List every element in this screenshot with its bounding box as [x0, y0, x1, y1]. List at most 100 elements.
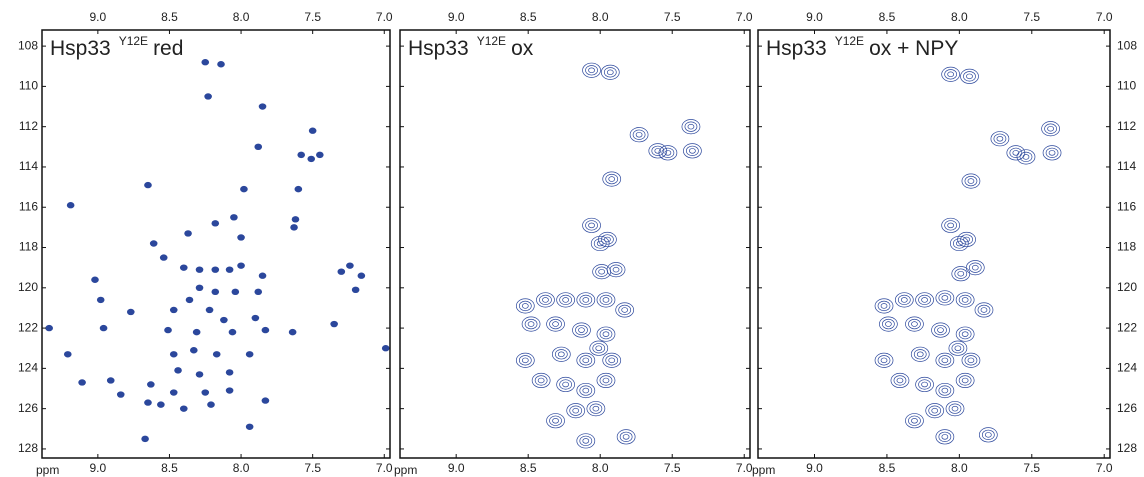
contour-ring — [918, 294, 931, 306]
peak — [951, 266, 971, 282]
peak — [598, 231, 617, 248]
contour-ring — [911, 417, 918, 424]
contour-ring — [622, 434, 630, 440]
contour-ring — [559, 294, 572, 306]
peak — [576, 382, 596, 399]
contour-ring — [521, 357, 529, 364]
peak — [576, 433, 596, 449]
contour-ring — [1009, 147, 1023, 159]
panel-title: Hsp33 Y12E ox — [408, 34, 534, 59]
contour-ring — [601, 234, 614, 245]
peak — [590, 235, 610, 252]
contour-ring — [947, 71, 955, 78]
contour-ring — [590, 235, 610, 252]
contour-ring — [931, 407, 939, 414]
contour-ring — [582, 297, 590, 303]
x-tick-label: 9.0 — [806, 10, 823, 24]
peak — [905, 413, 924, 429]
contour-ring — [945, 401, 965, 417]
contour-ring — [621, 307, 629, 313]
peak — [228, 328, 237, 336]
contour-ring — [938, 355, 952, 366]
peak — [251, 314, 260, 322]
peak — [351, 286, 360, 294]
peak — [681, 119, 701, 135]
contour-ring — [908, 415, 921, 426]
contour-ring — [596, 372, 616, 389]
peak — [941, 217, 961, 233]
x-tick-label: 7.0 — [1096, 461, 1113, 475]
contour-ring — [978, 427, 998, 443]
peak — [1006, 145, 1026, 161]
peak — [576, 292, 596, 308]
contour-ring — [559, 379, 572, 390]
peak — [157, 401, 165, 408]
peak — [205, 306, 214, 314]
peak — [586, 401, 606, 417]
peak — [955, 372, 975, 389]
contour-ring — [965, 260, 985, 276]
contour-ring — [579, 435, 593, 447]
peak — [935, 352, 955, 368]
contour-ring — [549, 415, 562, 426]
contour-ring — [964, 355, 978, 366]
contour-ring — [579, 294, 593, 306]
title-suffix: ox + NPY — [869, 37, 958, 60]
contour-ring — [521, 316, 541, 332]
contour-ring — [582, 357, 590, 364]
peak — [589, 340, 609, 356]
peak — [99, 324, 108, 332]
contour-ring — [654, 148, 662, 154]
y-tick-label: 126 — [1117, 401, 1137, 415]
peak — [874, 298, 894, 314]
peak — [144, 181, 152, 189]
peak — [217, 61, 225, 68]
contour-ring — [632, 129, 646, 140]
contour-ring — [515, 298, 535, 314]
peak — [147, 381, 155, 388]
peak — [955, 326, 975, 342]
contour-ring — [1048, 150, 1056, 156]
contour-ring — [974, 302, 994, 318]
contour-ring — [961, 297, 969, 303]
x-tick-label: 8.5 — [161, 461, 178, 475]
peak — [237, 262, 245, 269]
peak — [915, 292, 934, 308]
contour-ring — [609, 264, 623, 275]
contour-ring — [518, 300, 532, 312]
peak — [531, 372, 551, 389]
contour-ring — [586, 401, 606, 417]
contour-ring — [551, 346, 571, 362]
contour-ring — [957, 231, 976, 248]
x-tick-label: 9.0 — [806, 461, 823, 475]
contour-ring — [885, 321, 892, 327]
peak — [602, 352, 622, 368]
contour-ring — [562, 381, 569, 388]
peak — [658, 145, 678, 161]
peak — [957, 231, 976, 248]
contour-ring — [925, 403, 945, 419]
y-tick-label: 128 — [1117, 441, 1137, 455]
title-suffix: red — [153, 37, 183, 60]
contour-ring — [602, 377, 610, 384]
contour-ring — [683, 143, 702, 159]
contour-ring — [1047, 125, 1054, 132]
peak — [201, 59, 210, 66]
contour-ring — [882, 318, 895, 330]
contour-ring — [554, 349, 568, 360]
peak — [894, 292, 914, 308]
title-superscript: Y12E — [477, 34, 506, 48]
contour-ring — [1016, 149, 1036, 165]
peak — [192, 328, 201, 336]
peak — [204, 93, 212, 100]
contour-ring — [629, 127, 649, 143]
contour-ring — [957, 270, 965, 277]
x-tick-label: 8.0 — [951, 461, 968, 475]
contour-ring — [603, 67, 617, 78]
peak — [294, 185, 303, 193]
peak — [551, 346, 571, 362]
contour-ring — [602, 171, 622, 187]
contour-ring — [579, 385, 593, 396]
peak — [169, 389, 178, 396]
contour-ring — [911, 321, 918, 327]
